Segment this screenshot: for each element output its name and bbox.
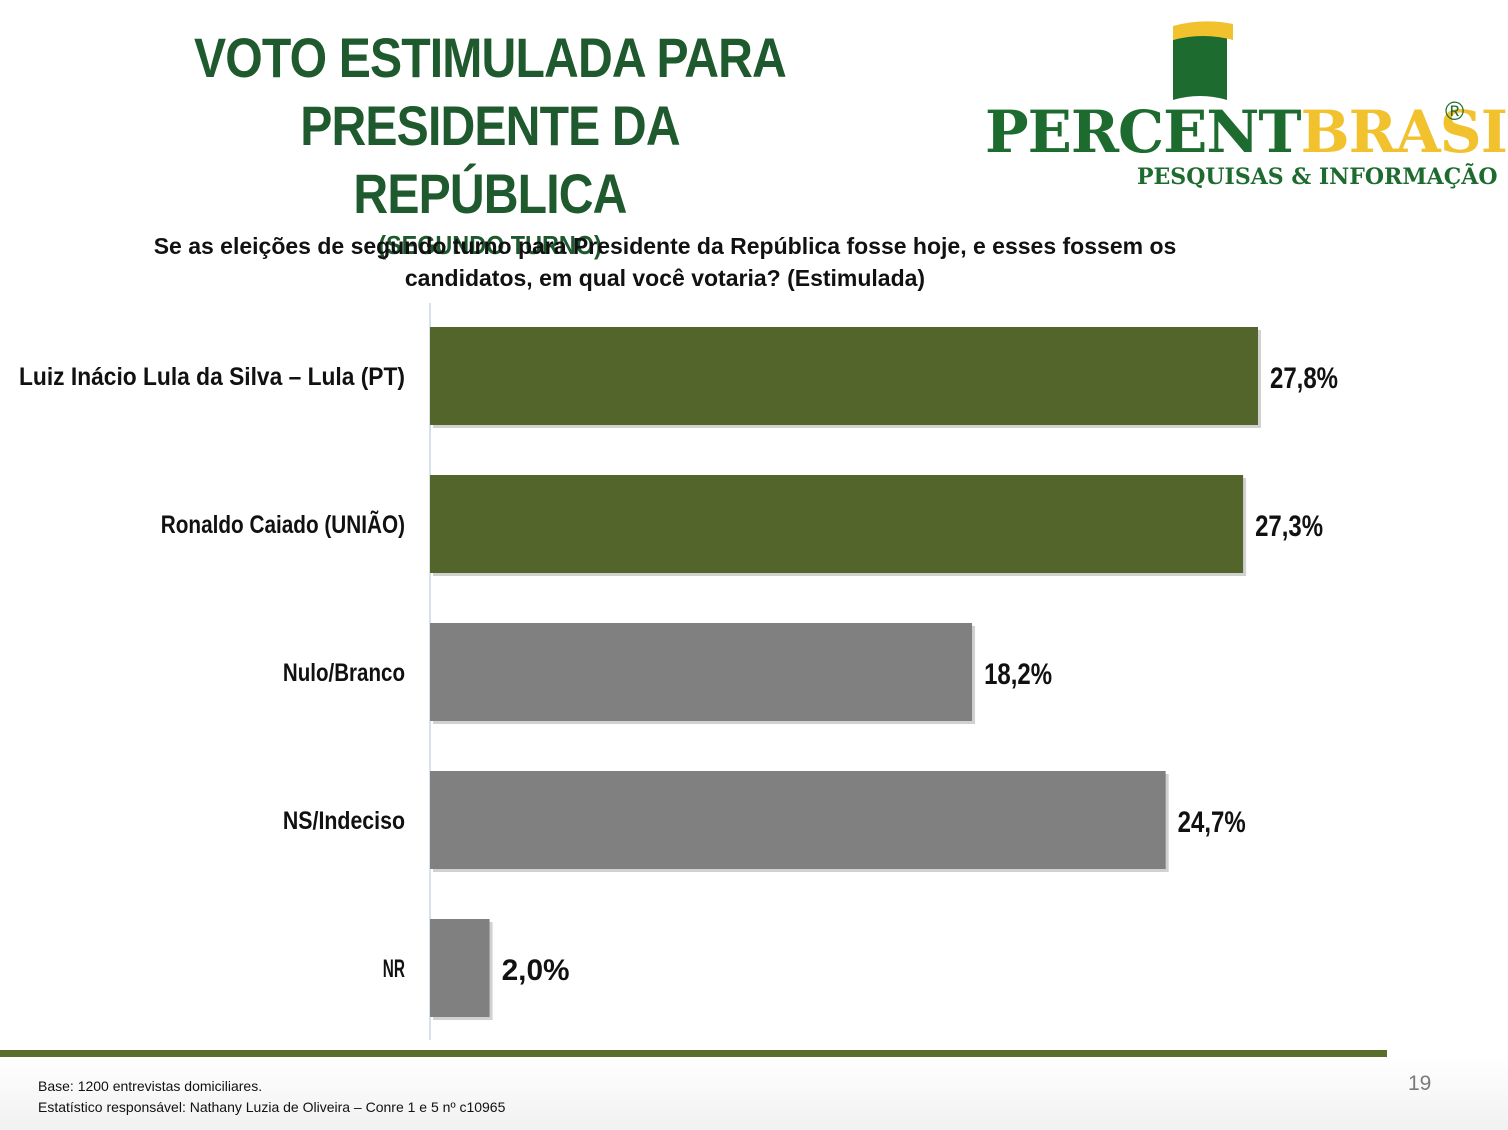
footer-notes: Base: 1200 entrevistas domiciliares. Est… [38, 1076, 505, 1118]
footer-base: Base: 1200 entrevistas domiciliares. [38, 1078, 263, 1094]
registered-mark: ® [1445, 96, 1465, 126]
percentbrasil-logo: PERCENTBRASIL ® PESQUISAS & INFORMAÇÃO [985, 18, 1508, 193]
data-label: 27,3% [1255, 510, 1323, 543]
footer-divider [0, 1050, 1387, 1057]
logo-wordmark: PERCENTBRASIL [985, 98, 1508, 166]
data-label: 27,8% [1270, 362, 1338, 395]
survey-question: Se as eleições de segundo turno para Pre… [140, 230, 1190, 294]
survey-question-line-2: candidatos, em qual você votaria? (Estim… [404, 265, 926, 291]
logo-flag-icon [1173, 21, 1233, 100]
logo-tagline: PESQUISAS & INFORMAÇÃO [1137, 164, 1498, 190]
data-label: 18,2% [984, 658, 1052, 691]
bar [430, 771, 1166, 869]
survey-question-line-1: Se as eleições de segundo turno para Pre… [153, 233, 1177, 259]
bar [430, 475, 1244, 573]
bar [430, 919, 490, 1017]
page-number: 19 [1408, 1072, 1432, 1095]
page-subtitle: (SEGUNDO TURNO) [378, 230, 602, 260]
title-block: VOTO ESTIMULADA PARA PRESIDENTE DA REPÚB… [120, 24, 860, 262]
bar [430, 327, 1258, 425]
category-label: Ronaldo Caiado (UNIÃO) [161, 509, 405, 539]
category-label: Nulo/Branco [283, 659, 405, 687]
logo-word-brasil: BRASIL [1300, 98, 1508, 166]
page-title-line-1: VOTO ESTIMULADA PARA [194, 26, 787, 89]
data-label: 2,0% [502, 954, 570, 987]
category-label: Luiz Inácio Lula da Silva – Lula (PT) [19, 363, 405, 391]
page-title-line-2: PRESIDENTE DA REPÚBLICA [300, 94, 680, 225]
data-label: 24,7% [1178, 806, 1246, 839]
footer-statistician: Estatístico responsável: Nathany Luzia d… [38, 1099, 506, 1115]
category-label: NR [383, 955, 405, 983]
category-label: NS/Indeciso [283, 807, 405, 835]
bar-chart: Luiz Inácio Lula da Silva – Lula (PT) 27,… [19, 303, 1338, 1040]
logo-word-percent: PERCENT [985, 98, 1302, 166]
bar [430, 623, 973, 721]
footer-background [0, 1057, 1508, 1130]
